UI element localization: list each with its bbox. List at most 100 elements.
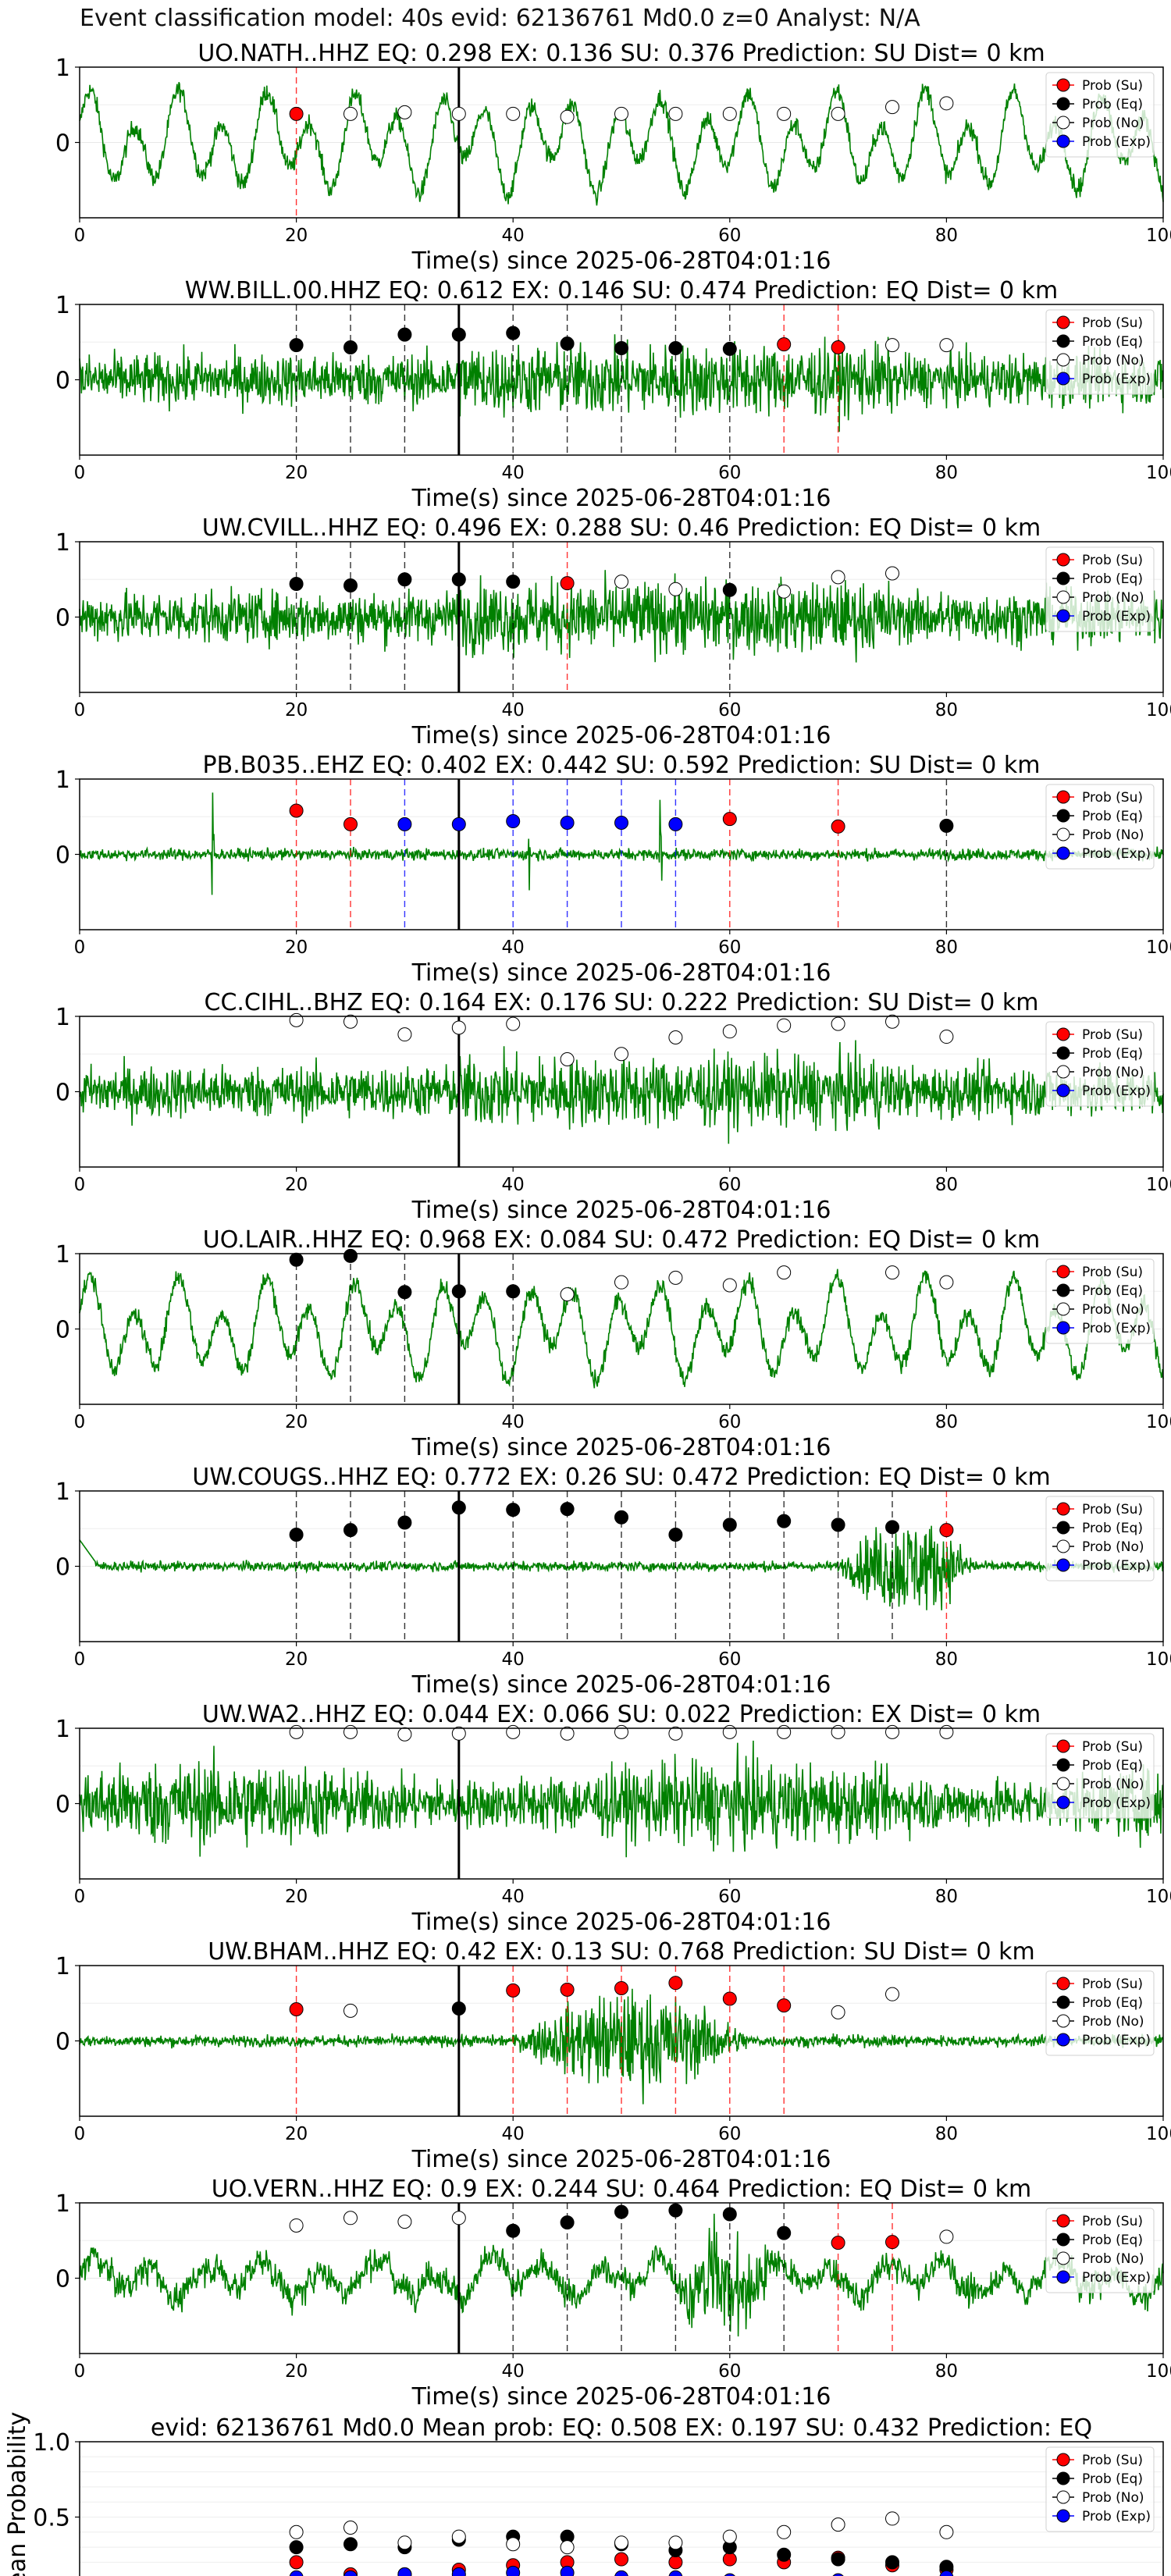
legend-box [1045, 2208, 1155, 2293]
mean-marker-exp [397, 2567, 412, 2576]
legend-marker-eq [1056, 334, 1070, 348]
prob-marker-no [614, 575, 628, 589]
legend-label-exp: Prob (Exp) [1082, 609, 1151, 624]
prob-marker-su [777, 1998, 792, 2013]
legend-marker-no [1056, 827, 1070, 841]
prob-marker-no [885, 566, 899, 581]
legend-marker-eq [1056, 1046, 1070, 1060]
prob-marker-su [289, 106, 304, 121]
prob-marker-no [343, 106, 358, 121]
x-tick-label: 80 [935, 700, 958, 720]
prob-marker-su [289, 803, 304, 818]
y-tick-label: 1 [55, 767, 70, 794]
legend-label-su: Prob (Su) [1082, 1027, 1143, 1043]
legend-marker-no [1056, 1065, 1070, 1079]
x-tick-label: 80 [935, 1412, 958, 1432]
x-tick-label: 0 [74, 1412, 86, 1432]
legend-label-no: Prob (No) [1082, 827, 1144, 843]
prob-marker-exp [506, 814, 521, 829]
legend-label-no: Prob (No) [1082, 1065, 1144, 1080]
prob-marker-no [777, 1724, 792, 1739]
prob-marker-eq [451, 1284, 466, 1299]
x-tick-label: 40 [502, 463, 525, 483]
x-tick-label: 0 [74, 700, 86, 720]
x-tick-label: 20 [285, 2124, 308, 2144]
prob-marker-eq [451, 327, 466, 342]
x-tick-label: 60 [718, 1887, 741, 1907]
prob-marker-eq [506, 575, 521, 589]
legend-marker-eq [1056, 1995, 1070, 2009]
prob-marker-no [831, 2005, 845, 2019]
legend-label-exp: Prob (Exp) [1082, 2033, 1151, 2048]
legend-label-no: Prob (No) [1082, 116, 1144, 131]
x-tick-label: 60 [718, 2124, 741, 2144]
prob-marker-su [777, 337, 792, 352]
prob-marker-eq [668, 340, 683, 355]
mean-marker-exp [289, 2570, 304, 2576]
legend-label-no: Prob (No) [1082, 1539, 1144, 1555]
mean-marker-no [939, 2524, 954, 2539]
prob-marker-no [451, 1726, 466, 1741]
prob-marker-su [289, 2001, 304, 2016]
waveform-trace [79, 1268, 1164, 1389]
prob-marker-no [831, 570, 845, 585]
legend-label-eq: Prob (Eq) [1082, 2471, 1143, 2487]
legend-marker-su [1056, 1739, 1070, 1753]
y-tick-label: 1 [55, 1953, 70, 1980]
legend-marker-su [1056, 1265, 1070, 1279]
x-tick-label: 40 [502, 1175, 525, 1195]
mean-marker-no [722, 2529, 737, 2544]
prob-marker-no [885, 1724, 899, 1739]
legend-label-no: Prob (No) [1082, 1777, 1144, 1792]
prob-marker-exp [451, 817, 466, 831]
legend-label-eq: Prob (Eq) [1082, 1995, 1143, 2011]
prob-marker-eq [722, 341, 737, 356]
x-axis-label: Time(s) since 2025-06-28T04:01:16 [411, 959, 831, 987]
prob-marker-no [939, 96, 954, 111]
y-tick-label: 0 [55, 1554, 70, 1582]
x-tick-label: 20 [285, 700, 308, 720]
legend-label-su: Prob (Su) [1082, 78, 1143, 94]
prob-marker-su [506, 1983, 521, 1998]
x-tick-label: 100 [1146, 700, 1171, 720]
prob-marker-no [722, 1278, 737, 1293]
mean-panel: evid: 62136761 Md0.0 Mean prob: EQ: 0.50… [4, 2412, 1164, 2576]
panel-title: UW.WA2..HHZ EQ: 0.044 EX: 0.066 SU: 0.02… [202, 1701, 1041, 1728]
legend-marker-eq [1056, 2233, 1070, 2247]
prob-marker-eq [506, 2223, 521, 2238]
legend-marker-su [1056, 2453, 1070, 2467]
legend-marker-su [1056, 2214, 1070, 2228]
mean-marker-exp [939, 2570, 954, 2576]
prob-marker-eq [343, 340, 358, 355]
prob-marker-no [397, 2215, 412, 2229]
prob-marker-eq [343, 1523, 358, 1538]
prob-marker-no [560, 1726, 575, 1741]
legend-marker-su [1056, 1027, 1070, 1041]
x-tick-label: 100 [1146, 2361, 1171, 2382]
prob-marker-no [451, 106, 466, 121]
legend-label-su: Prob (Su) [1082, 2453, 1143, 2468]
x-tick-label: 80 [935, 2124, 958, 2144]
panel-title: UW.COUGS..HHZ EQ: 0.772 EX: 0.26 SU: 0.4… [192, 1464, 1050, 1491]
prob-marker-su [614, 1980, 628, 1995]
x-tick-label: 100 [1146, 1887, 1171, 1907]
panel-title: CC.CIHL..BHZ EQ: 0.164 EX: 0.176 SU: 0.2… [205, 989, 1039, 1016]
x-tick-label: 80 [935, 463, 958, 483]
legend-label-exp: Prob (Exp) [1082, 2509, 1151, 2524]
waveform-trace [79, 1988, 1164, 2105]
x-tick-label: 0 [74, 1175, 86, 1195]
x-tick-label: 40 [502, 1649, 525, 1670]
prob-marker-eq [289, 577, 304, 592]
legend-marker-no [1056, 2251, 1070, 2265]
prob-marker-no [722, 106, 737, 121]
prob-marker-no [777, 584, 792, 599]
prob-marker-eq [885, 1520, 899, 1535]
waveform-trace [79, 1740, 1164, 1858]
legend-box [1045, 784, 1155, 870]
legend-label-no: Prob (No) [1082, 2251, 1144, 2267]
panel-title: WW.BILL.00.HHZ EQ: 0.612 EX: 0.146 SU: 0… [185, 277, 1059, 304]
prob-marker-no [289, 2218, 304, 2233]
x-tick-label: 60 [718, 1649, 741, 1670]
prob-marker-su [831, 2236, 845, 2250]
mean-marker-eq [777, 2547, 792, 2562]
